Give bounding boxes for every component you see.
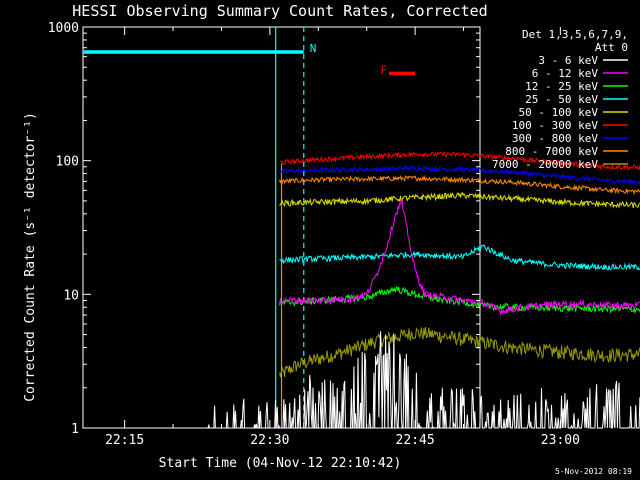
legend-entry-label: 3 - 6 keV (538, 54, 598, 67)
y-tick-label: 1000 (48, 21, 79, 36)
axis-ticks: 22:1522:3022:4523:0023:1523:3023:4511010… (48, 21, 580, 448)
y-tick-label: 10 (63, 288, 79, 303)
series-100-300-kev (279, 151, 640, 171)
x-tick-label: 22:15 (105, 433, 144, 448)
y-axis-label: Corrected Count Rate (s⁻¹ detector⁻¹) (23, 112, 38, 402)
series-25-50-kev (279, 244, 640, 271)
series-800-7000-kev (279, 174, 640, 196)
series-7000-20000-kev (279, 327, 640, 378)
legend-entry-label: 6 - 12 keV (532, 67, 599, 80)
annotation-n: N (310, 42, 317, 55)
series-50-100-kev (279, 191, 640, 209)
y-tick-label: 1 (71, 422, 79, 437)
series-3-6-kev (202, 331, 640, 430)
series-6-12-kev (279, 198, 640, 316)
chart-title: HESSI Observing Summary Count Rates, Cor… (72, 2, 487, 20)
series-300-800-kev (279, 164, 640, 186)
y-tick-label: 100 (56, 155, 79, 170)
legend-entry-label: 50 - 100 keV (519, 106, 599, 119)
legend-entry-label: 300 - 800 keV (512, 132, 598, 145)
x-tick-label: 22:30 (250, 433, 289, 448)
legend-entry-label: 25 - 50 keV (525, 93, 598, 106)
x-tick-label: 23:00 (541, 433, 580, 448)
legend-entry-label: 12 - 25 keV (525, 80, 598, 93)
legend-entry-label: 800 - 7000 keV (505, 145, 598, 158)
series-12-25-kev (279, 285, 640, 315)
x-tick-label: 22:45 (396, 433, 435, 448)
x-axis-label: Start Time (04-Nov-12 22:10:42) (159, 456, 402, 471)
legend-entry-label: 7000 - 20000 keV (492, 158, 598, 171)
series-lines (202, 151, 640, 430)
legend-entry-label: 100 - 300 keV (512, 119, 598, 132)
flag-bars: NFS (83, 42, 416, 76)
legend-header: Det 1,3,5,6,7,9, (522, 28, 628, 41)
footer-timestamp: 5-Nov-2012 08:19 (555, 467, 632, 476)
annotation-f: F (380, 63, 387, 76)
legend-header: Att 0 (595, 41, 628, 54)
